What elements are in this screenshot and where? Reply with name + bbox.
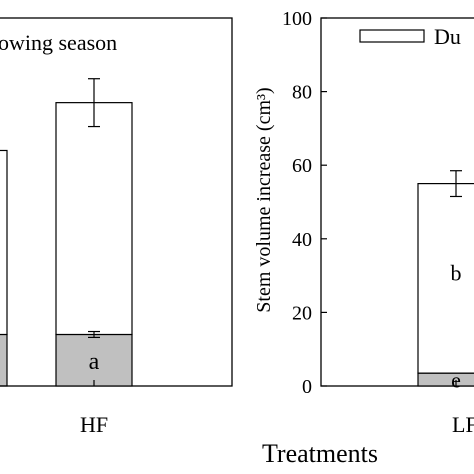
y-tick-label-0: 0	[302, 376, 312, 398]
letter-label-hf: a	[89, 349, 100, 375]
y-tick-label-60: 60	[292, 155, 312, 177]
bar-hf-top-segment	[55, 102, 133, 336]
left-legend-text: owing season	[0, 30, 117, 55]
x-axis-title: Treatments	[262, 439, 378, 468]
error-bar-hf-bottom	[88, 330, 100, 339]
x-tick-label-lf: LF	[452, 412, 474, 437]
bar-lf-bottom-segment	[417, 372, 474, 387]
x-tick-label-hf: HF	[80, 412, 108, 437]
y-tick-label-80: 80	[292, 82, 312, 104]
error-bar-lf-total	[450, 170, 462, 198]
partial-bar-bottom-segment	[0, 333, 8, 387]
right-plot-frame	[320, 17, 474, 387]
legend-label-du: Du	[434, 24, 461, 49]
letter-label-lf-top: b	[451, 260, 462, 285]
partial-bar-top-segment	[0, 149, 8, 336]
left-panel: a HF owing season	[0, 17, 233, 437]
y-tick-label-20: 20	[292, 302, 312, 324]
error-bar-hf-total	[88, 78, 100, 128]
y-tick-label-100: 100	[282, 8, 312, 30]
bar-lf-top-segment	[417, 183, 474, 374]
y-axis-title: Stem volume increase (cm³)	[253, 87, 275, 312]
legend-swatch-white	[359, 29, 425, 43]
y-tick-label-40: 40	[292, 229, 312, 251]
